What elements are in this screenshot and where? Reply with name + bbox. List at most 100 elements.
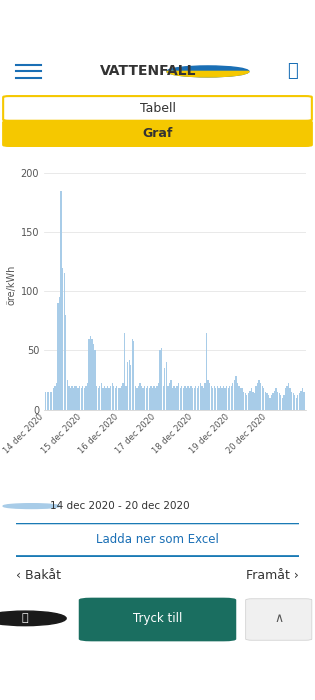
Bar	[293, 393, 294, 410]
Bar	[302, 389, 303, 410]
Bar	[163, 386, 164, 410]
Bar	[217, 386, 218, 410]
Bar	[156, 386, 158, 410]
Text: 14 dec 2020 - 20 dec 2020: 14 dec 2020 - 20 dec 2020	[50, 501, 190, 511]
Bar	[294, 395, 295, 409]
Text: ○: ○	[151, 664, 164, 678]
Bar	[209, 384, 210, 409]
Bar	[115, 389, 116, 410]
Text: ◁: ◁	[58, 664, 68, 678]
Bar	[107, 386, 108, 410]
Bar	[164, 368, 165, 409]
Bar	[175, 389, 176, 410]
Text: Ladda ner som Excel: Ladda ner som Excel	[96, 533, 219, 545]
Circle shape	[0, 611, 66, 626]
Circle shape	[3, 504, 60, 508]
Bar	[231, 386, 232, 410]
Bar	[288, 384, 289, 409]
Bar	[68, 386, 70, 410]
Text: □: □	[245, 664, 259, 678]
Bar	[135, 386, 136, 410]
Bar	[180, 389, 181, 410]
Bar	[200, 384, 201, 409]
Text: ⛨: ⛨	[22, 613, 29, 624]
Bar	[210, 386, 212, 410]
Bar	[272, 393, 274, 410]
Bar	[85, 386, 87, 410]
Bar	[221, 389, 223, 410]
Bar	[94, 350, 96, 410]
Bar	[64, 274, 65, 409]
Bar	[56, 384, 57, 409]
Bar	[59, 297, 60, 410]
Bar	[249, 391, 250, 409]
Bar	[74, 386, 76, 410]
Bar	[152, 389, 153, 410]
Bar	[300, 391, 301, 409]
Bar	[218, 389, 220, 410]
Bar	[138, 386, 139, 410]
Bar	[291, 392, 292, 410]
Bar	[282, 398, 283, 410]
Bar	[259, 380, 260, 410]
Bar	[260, 384, 261, 409]
Bar	[88, 339, 90, 410]
Text: 12:37: 12:37	[138, 18, 177, 31]
Bar	[144, 386, 145, 410]
Bar	[190, 386, 192, 410]
Bar	[189, 389, 190, 410]
Bar	[147, 386, 148, 410]
Bar	[234, 380, 235, 410]
FancyBboxPatch shape	[4, 523, 311, 556]
Bar	[119, 389, 121, 410]
Bar	[48, 392, 49, 410]
Bar	[198, 386, 199, 410]
Bar	[225, 389, 226, 410]
Bar	[65, 315, 66, 410]
Bar	[183, 389, 184, 410]
Y-axis label: öre/kWh: öre/kWh	[7, 265, 17, 305]
Bar	[53, 389, 54, 410]
Bar	[208, 380, 209, 410]
Bar	[91, 339, 93, 410]
Bar	[96, 386, 97, 410]
Text: Tryck till: Tryck till	[133, 612, 182, 625]
Bar	[252, 392, 254, 410]
Bar	[70, 389, 71, 410]
Bar	[132, 339, 133, 410]
Bar	[71, 386, 72, 410]
Text: ∧: ∧	[274, 612, 283, 625]
Bar	[98, 389, 99, 410]
Bar	[243, 392, 244, 410]
Bar	[84, 389, 85, 410]
Bar	[130, 365, 131, 409]
Bar	[57, 303, 59, 410]
Bar	[155, 389, 156, 410]
Bar	[285, 389, 286, 410]
Bar	[170, 380, 172, 410]
Bar	[124, 332, 125, 410]
Bar	[192, 389, 193, 410]
Bar	[125, 386, 127, 410]
Bar	[127, 362, 128, 410]
Bar	[223, 386, 224, 410]
Bar	[104, 386, 105, 410]
Bar	[110, 386, 111, 410]
Bar	[299, 393, 300, 410]
Bar	[62, 267, 63, 409]
Bar	[172, 389, 173, 410]
Bar	[90, 336, 91, 410]
Bar	[105, 389, 107, 410]
Bar	[45, 392, 46, 410]
Bar	[235, 377, 237, 410]
Text: VATTENFALL: VATTENFALL	[100, 64, 196, 78]
Bar	[112, 384, 113, 409]
Bar	[87, 384, 88, 409]
Bar	[108, 389, 110, 410]
Bar	[251, 389, 252, 410]
Bar	[99, 386, 100, 410]
Bar	[47, 392, 48, 410]
Bar	[76, 386, 77, 410]
FancyBboxPatch shape	[3, 96, 312, 120]
Bar	[73, 389, 74, 410]
